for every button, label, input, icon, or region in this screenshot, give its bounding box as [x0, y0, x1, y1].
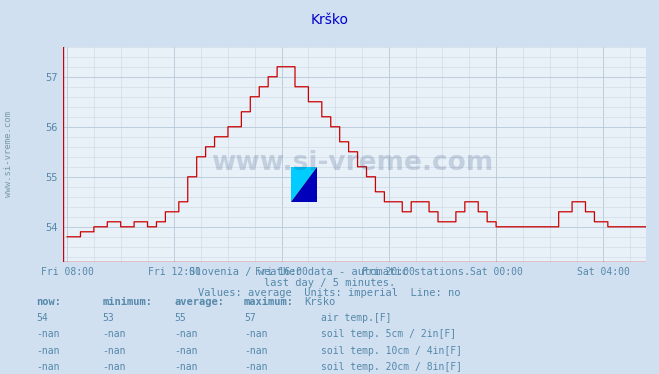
Text: average:: average:	[175, 297, 225, 307]
Text: soil temp. 5cm / 2in[F]: soil temp. 5cm / 2in[F]	[321, 329, 456, 340]
Text: -nan: -nan	[102, 329, 126, 340]
Text: last day / 5 minutes.: last day / 5 minutes.	[264, 278, 395, 288]
Polygon shape	[291, 167, 317, 202]
Text: 57: 57	[244, 313, 256, 324]
Text: soil temp. 10cm / 4in[F]: soil temp. 10cm / 4in[F]	[321, 346, 462, 356]
Text: maximum:: maximum:	[244, 297, 294, 307]
Text: -nan: -nan	[36, 362, 60, 372]
Text: -nan: -nan	[175, 329, 198, 340]
Text: -nan: -nan	[102, 346, 126, 356]
Text: -nan: -nan	[244, 329, 268, 340]
Polygon shape	[291, 167, 317, 202]
Text: -nan: -nan	[36, 346, 60, 356]
Text: -nan: -nan	[244, 362, 268, 372]
Text: minimum:: minimum:	[102, 297, 152, 307]
Text: -nan: -nan	[175, 362, 198, 372]
Text: -nan: -nan	[102, 362, 126, 372]
Text: Values: average  Units: imperial  Line: no: Values: average Units: imperial Line: no	[198, 288, 461, 298]
Text: Krško: Krško	[310, 13, 349, 27]
Text: www.si-vreme.com: www.si-vreme.com	[4, 111, 13, 197]
Text: now:: now:	[36, 297, 61, 307]
Text: Slovenia / weather data - automatic stations.: Slovenia / weather data - automatic stat…	[189, 267, 470, 278]
Text: 53: 53	[102, 313, 114, 324]
Text: Krško: Krško	[304, 297, 335, 307]
Text: www.si-vreme.com: www.si-vreme.com	[212, 150, 494, 176]
Text: -nan: -nan	[244, 346, 268, 356]
Text: -nan: -nan	[175, 346, 198, 356]
Text: 54: 54	[36, 313, 48, 324]
Text: 55: 55	[175, 313, 186, 324]
Text: -nan: -nan	[36, 329, 60, 340]
Text: soil temp. 20cm / 8in[F]: soil temp. 20cm / 8in[F]	[321, 362, 462, 372]
Text: air temp.[F]: air temp.[F]	[321, 313, 391, 324]
